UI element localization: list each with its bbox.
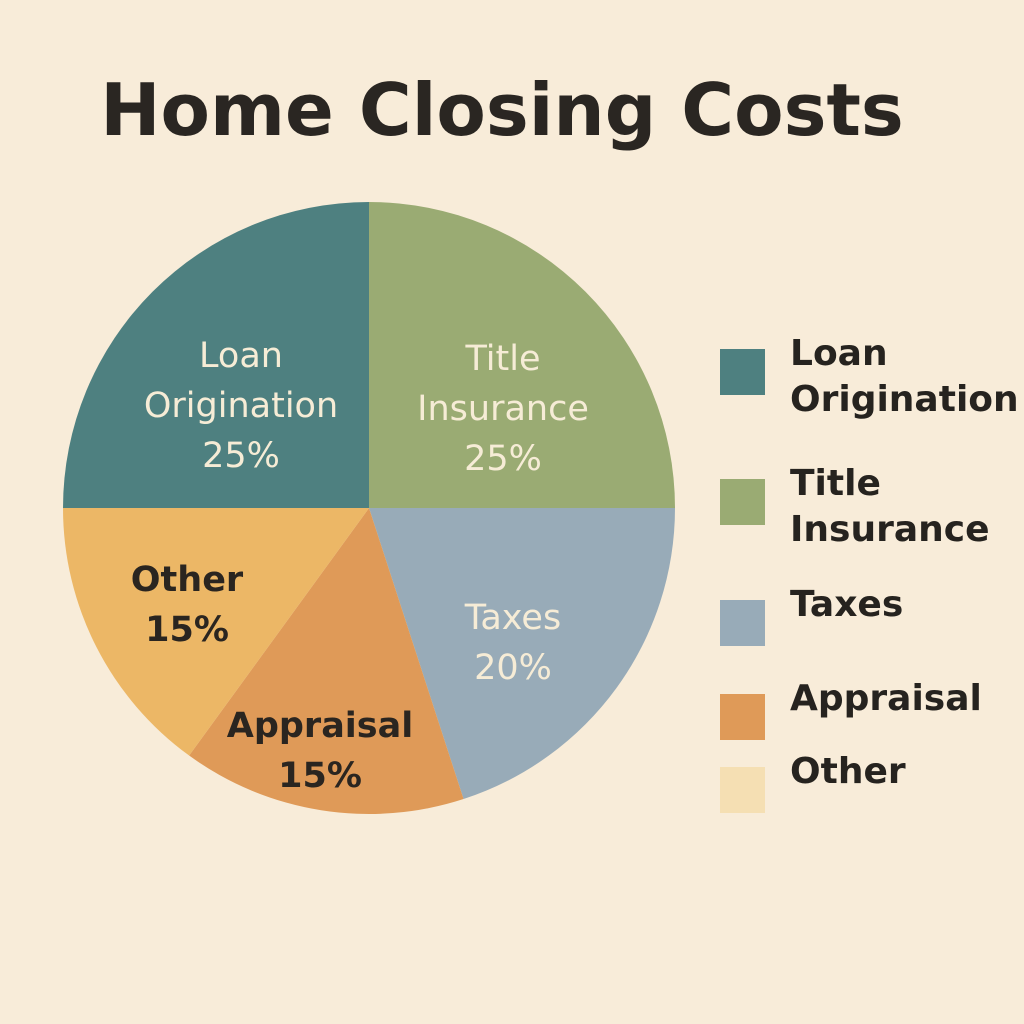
- slice-label: Loan Origination 25%: [144, 336, 338, 476]
- legend-item: Other: [720, 751, 906, 813]
- slice-label: Other 15%: [131, 560, 244, 650]
- slice-label: Taxes 20%: [464, 598, 561, 688]
- pie-slice-loan-origination: [63, 202, 369, 508]
- pie-slice-appraisal: [189, 508, 464, 814]
- legend-label: Appraisal: [790, 678, 982, 719]
- legend-swatch: [720, 349, 765, 395]
- slice-label: Appraisal 15%: [227, 706, 414, 796]
- slice-label: Title Insurance 25%: [417, 339, 589, 479]
- legend-label: Title Insurance: [790, 463, 990, 550]
- legend-swatch: [720, 694, 765, 740]
- pie-slice-other: [63, 508, 369, 756]
- legend-item: Taxes: [720, 584, 903, 646]
- legend-label: Taxes: [790, 584, 904, 625]
- legend-item: Loan Origination: [720, 333, 1019, 420]
- pie-slice-title-insurance: [369, 202, 675, 508]
- legend-swatch: [720, 767, 765, 813]
- legend-label: Other: [790, 751, 906, 792]
- legend-swatch: [720, 479, 765, 525]
- legend-item: Appraisal: [720, 678, 982, 740]
- legend-swatch: [720, 600, 765, 646]
- pie-slice-taxes: [369, 508, 675, 800]
- legend-label: Loan Origination: [790, 333, 1019, 420]
- chart-title: Home Closing Costs: [100, 68, 904, 152]
- legend-item: Title Insurance: [720, 463, 990, 550]
